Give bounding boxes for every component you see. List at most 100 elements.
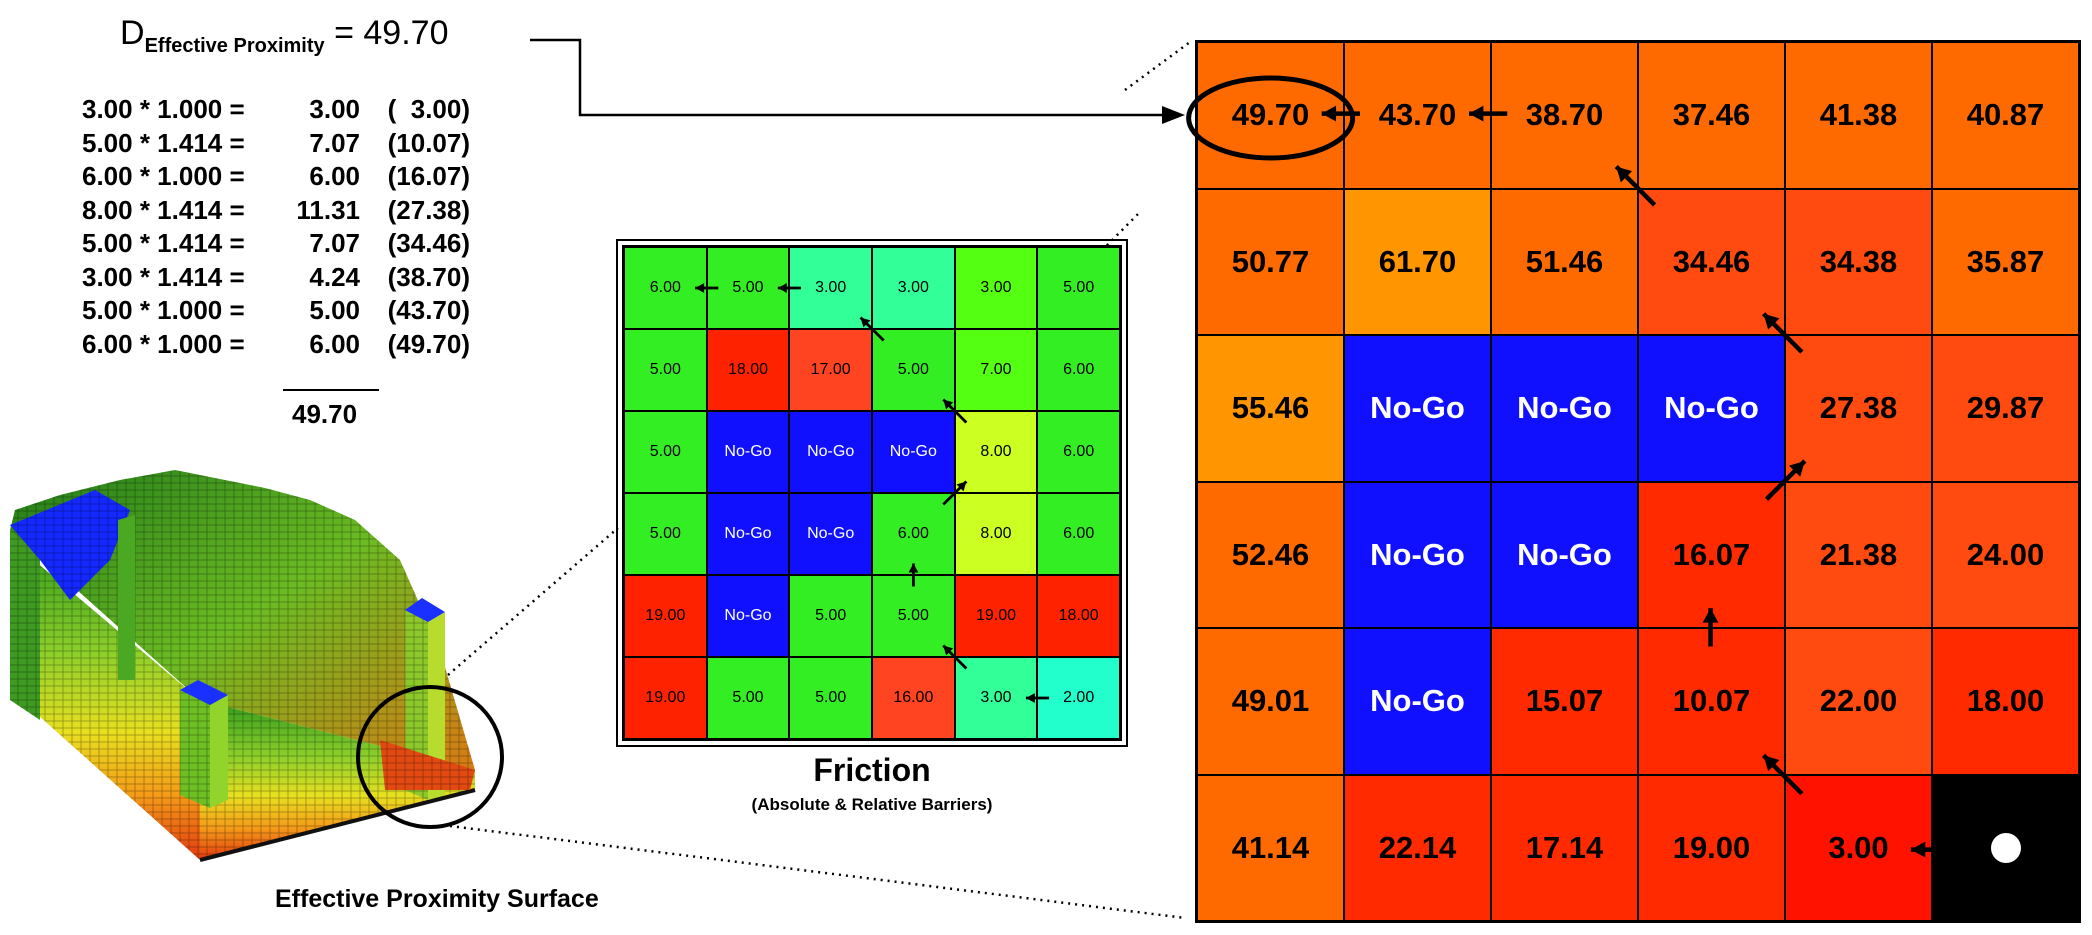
calc-cumulative: (43.70) [387,295,470,325]
proximity-cell: 27.38 [1785,335,1932,482]
calc-expression: 3.00 * 1.414 = [82,261,245,292]
friction-cell: 5.00 [624,411,707,493]
friction-cell: 5.00 [624,493,707,575]
proximity-cell: 37.46 [1638,42,1785,189]
friction-cell: 19.00 [954,575,1038,657]
result-highlight-ellipse [1186,75,1356,161]
calc-value: 4.24 [309,261,360,292]
proximity-nogo-cell: No-Go [1638,335,1785,482]
d-subscript: Effective Proximity [144,35,325,57]
source-cell [1932,774,2079,921]
friction-title: Friction [813,752,931,788]
calculation-row: 3.00 * 1.414 = 4.24 (38.70) [82,262,470,293]
proximity-cell: 61.70 [1344,188,1491,335]
calc-value: 6.00 [309,328,360,359]
calc-cumulative: (16.07) [387,161,470,191]
proximity-cell: 40.87 [1932,42,2079,189]
calc-expression: 5.00 * 1.414 = [82,127,245,158]
proximity-cell: 3.00 [1785,774,1932,921]
proximity-nogo-cell: No-Go [1491,481,1638,628]
calculation-row: 5.00 * 1.414 = 7.07 (10.07) [82,128,470,159]
proximity-cell: 52.46 [1197,481,1344,628]
proximity-cell: 10.07 [1638,628,1785,775]
calc-value: 5.00 [309,295,360,325]
calc-cumulative: (49.70) [387,328,470,359]
proximity-cell: 55.46 [1197,335,1344,482]
friction-cell: 5.00 [1037,247,1120,329]
proximity-cell: 50.77 [1197,188,1344,335]
proximity-path-arrow-head [1702,608,1719,623]
proximity-cell: 49.01 [1197,628,1344,775]
proximity-path-arrow-head [1468,105,1484,122]
proximity-path-arrow-head [1910,841,1926,858]
proximity-cell: 22.14 [1344,774,1491,921]
calculation-row: 3.00 * 1.000 = 3.00 ( 3.00) [82,94,470,125]
calculation-row: 8.00 * 1.414 = 11.31 (27.38) [82,195,470,226]
proximity-cell: 34.46 [1638,188,1785,335]
calc-expression: 3.00 * 1.000 = [82,94,245,124]
friction-cell: 6.00 [871,493,955,575]
calc-cumulative: ( 3.00) [387,94,470,124]
friction-cell: 3.00 [789,247,872,329]
calc-cumulative: (38.70) [387,261,470,292]
friction-nogo-cell: No-Go [706,575,790,657]
proximity-cell: 34.38 [1785,188,1932,335]
proximity-cell: 41.14 [1197,774,1344,921]
friction-nogo-cell: No-Go [706,411,790,493]
friction-cell: 18.00 [1037,575,1120,657]
proximity-nogo-cell: No-Go [1344,628,1491,775]
friction-cell: 3.00 [954,247,1038,329]
friction-cell: 17.00 [789,329,872,411]
proximity-cell: 18.00 [1932,628,2079,775]
friction-cell: 5.00 [624,329,707,411]
friction-cell: 18.00 [706,329,790,411]
calc-cumulative: (27.38) [387,194,470,225]
proximity-nogo-cell: No-Go [1344,481,1491,628]
friction-nogo-cell: No-Go [789,493,872,575]
calc-cumulative: (10.07) [387,127,470,158]
total-underline [283,389,379,391]
friction-cell: 3.00 [954,657,1038,739]
proximity-path-arrow-head [1763,313,1780,330]
friction-grid: 6.00 5.00 3.00 3.00 3.00 5.00 5.00 18.00 17.00 5.… [616,239,1128,747]
friction-path-arrow-head [695,283,705,293]
friction-cell: 5.00 [789,575,872,657]
friction-nogo-cell: No-Go [871,411,955,493]
calc-value: 3.00 [309,94,360,124]
calculation-row: 5.00 * 1.414 = 7.07 (34.46) [82,228,470,259]
proximity-path-arrow-head [1763,755,1780,772]
d-label: D [120,14,145,52]
proximity-nogo-cell: No-Go [1491,335,1638,482]
friction-cell: 5.00 [789,657,872,739]
friction-path-arrow-head [943,399,954,410]
calc-value: 6.00 [309,161,360,191]
proximity-cell: 41.38 [1785,42,1932,189]
friction-cell: 3.00 [871,247,955,329]
source-dot [1990,832,2021,863]
calc-expression: 8.00 * 1.414 = [82,194,245,225]
friction-cell: 8.00 [954,493,1038,575]
proximity-cell: 16.07 [1638,481,1785,628]
proximity-cell: 15.07 [1491,628,1638,775]
friction-cell: 16.00 [871,657,955,739]
proximity-surface-3d [10,470,504,862]
formula-leader-line [530,38,1180,117]
friction-cell: 2.00 [1037,657,1120,739]
zoom-connectors [447,40,1191,920]
friction-path-arrow-head [777,283,787,293]
calculation-row: 6.00 * 1.000 = 6.00 (49.70) [82,329,470,360]
friction-path-arrow-head [1025,693,1035,703]
friction-cell: 7.00 [954,329,1038,411]
proximity-nogo-cell: No-Go [1344,335,1491,482]
proximity-cell: 49.70 [1197,42,1344,189]
proximity-cell: 19.00 [1638,774,1785,921]
surface-label: Effective Proximity Surface [275,885,599,913]
friction-nogo-cell: No-Go [789,411,872,493]
proximity-cell: 22.00 [1785,628,1932,775]
proximity-path-arrow-head [1789,460,1805,477]
calc-cumulative: (34.46) [387,228,470,258]
friction-cell: 5.00 [706,247,790,329]
friction-cell: 5.00 [871,329,955,411]
